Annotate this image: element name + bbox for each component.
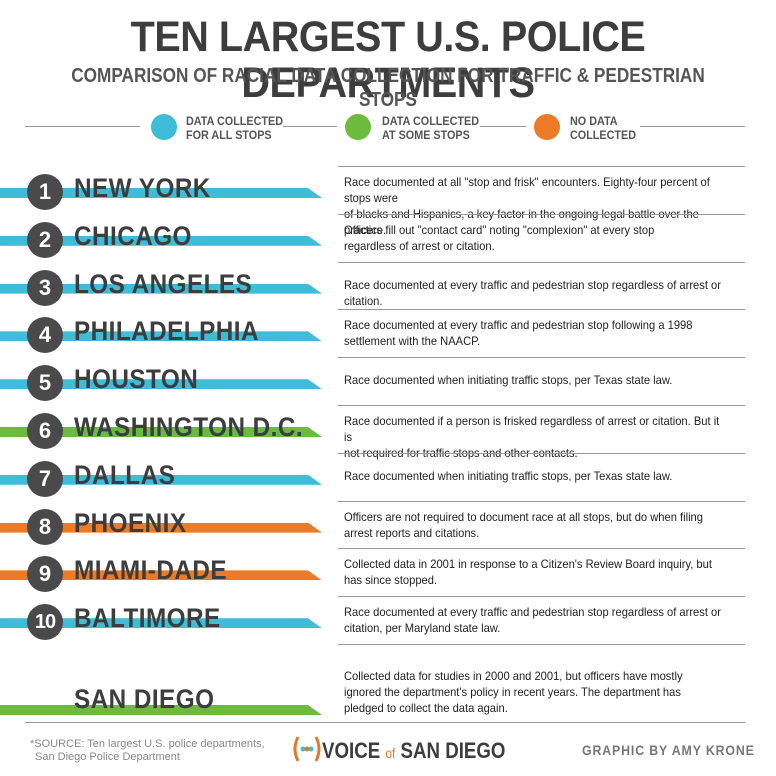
row-divider	[338, 357, 745, 359]
description-line: Officers fill out "contact card" noting …	[344, 222, 655, 237]
department-description: Race documented if a person is frisked r…	[344, 413, 725, 461]
legend-swatch-all	[151, 114, 177, 140]
rank-badge: 3	[27, 269, 63, 306]
description-line: pledged to collect the data again.	[344, 701, 508, 715]
description-line: Collected data in 2001 in response to a …	[344, 557, 712, 572]
description-line: Race documented when initiating traffic …	[344, 373, 673, 388]
city-name: HOUSTON	[74, 364, 199, 395]
row-divider	[338, 213, 745, 215]
city-name: PHILADELPHIA	[74, 316, 259, 347]
city-name: NEW YORK	[74, 173, 211, 203]
category-stripe	[0, 235, 322, 246]
category-stripe	[0, 618, 322, 629]
row-divider	[338, 452, 745, 454]
city-name: CHICAGO	[74, 220, 192, 251]
category-stripe	[0, 474, 322, 485]
source-line: *SOURCE: Ten largest U.S. police departm…	[30, 738, 265, 750]
department-description: Race documented at every traffic and ped…	[344, 317, 725, 349]
row-divider	[338, 309, 745, 311]
city-name: BALTIMORE	[74, 603, 221, 634]
graphic-credit: GRAPHIC BY AMY KRONE	[582, 742, 755, 758]
legend-label-all-line2: FOR ALL STOPS	[186, 128, 272, 142]
legend-label-none: NO DATA COLLECTED	[570, 114, 636, 142]
description-line: settlement with the NAACP.	[344, 334, 481, 349]
rank-badge: 2	[27, 221, 63, 258]
legend-label-all: DATA COLLECTED FOR ALL STOPS	[186, 114, 283, 142]
city-name: LOS ANGELES	[74, 268, 253, 299]
category-stripe	[0, 283, 322, 294]
publisher-name-part: VOICE	[322, 738, 386, 763]
description-line: Race documented when initiating traffic …	[344, 468, 673, 483]
legend-divider	[283, 126, 337, 127]
footer-divider	[25, 722, 745, 723]
rank-badge: 4	[27, 317, 63, 354]
legend-divider	[640, 126, 745, 127]
rank-badge: 10	[27, 604, 63, 641]
legend-divider	[480, 126, 526, 127]
publisher-name-part: SAN DIEGO	[395, 738, 506, 763]
rank-badge: 7	[27, 460, 63, 497]
rank-badge: 5	[27, 365, 63, 402]
description-line: Race documented at every traffic and ped…	[344, 277, 721, 308]
row-divider	[338, 166, 745, 167]
category-stripe	[0, 705, 322, 715]
city-name: PHOENIX	[74, 507, 187, 538]
legend-label-some-line1: DATA COLLECTED	[382, 114, 479, 128]
legend-divider	[25, 126, 140, 127]
legend-swatch-some	[345, 114, 371, 140]
voice-of-san-diego-logo-icon	[293, 736, 321, 762]
description-line: citation, per Maryland state law.	[344, 621, 501, 636]
department-description: Race documented at every traffic and ped…	[344, 604, 725, 636]
rank-badge: 9	[27, 556, 63, 593]
source-note: *SOURCE: Ten largest U.S. police departm…	[30, 738, 265, 764]
rank-badge: 1	[27, 174, 63, 210]
publisher-name: VOICE of SAN DIEGO	[322, 738, 505, 764]
legend-label-some: DATA COLLECTED AT SOME STOPS	[382, 114, 479, 142]
rank-badge: 6	[27, 413, 63, 449]
department-description: Officers are not required to document ra…	[344, 509, 725, 541]
row-divider	[338, 261, 745, 263]
description-line: Race documented at every traffic and ped…	[344, 605, 721, 620]
legend-label-none-line2: COLLECTED	[570, 128, 637, 142]
category-stripe	[0, 331, 322, 342]
legend-label-all-line1: DATA COLLECTED	[186, 114, 283, 128]
department-description: Collected data for studies in 2000 and 2…	[344, 668, 725, 716]
description-line: has since stopped.	[344, 573, 438, 588]
category-stripe	[0, 379, 322, 390]
row-divider	[338, 548, 745, 550]
city-name: DALLAS	[74, 459, 176, 490]
row-divider	[338, 405, 745, 406]
category-stripe	[0, 522, 322, 533]
source-line: San Diego Police Department	[35, 751, 180, 763]
legend-swatch-none	[534, 114, 560, 140]
legend-label-some-line2: AT SOME STOPS	[382, 128, 470, 142]
rank-badge: 8	[27, 508, 63, 545]
page-title: TEN LARGEST U.S. POLICE DEPARTMENTS	[130, 13, 646, 107]
page-subtitle: COMPARISON OF RACIAL DATA COLLECTION FOR…	[71, 65, 705, 111]
description-line: Race documented at every traffic and ped…	[344, 318, 693, 333]
department-description: Race documented at every traffic and ped…	[344, 277, 725, 309]
department-description: Officers fill out "contact card" noting …	[344, 222, 725, 254]
category-stripe	[0, 427, 322, 437]
description-line: Collected data for studies in 2000 and 2…	[344, 669, 683, 683]
row-divider	[338, 500, 745, 502]
publisher-name-of: of	[385, 745, 396, 761]
description-line: arrest reports and citations.	[344, 525, 480, 540]
category-stripe	[0, 188, 322, 198]
legend-label-none-line1: NO DATA	[570, 114, 618, 128]
description-line: Race documented if a person is frisked r…	[344, 414, 720, 444]
row-divider	[338, 596, 745, 598]
city-name: SAN DIEGO	[74, 684, 215, 714]
category-stripe	[0, 570, 322, 581]
department-description: Race documented when initiating traffic …	[344, 468, 725, 484]
city-name: MIAMI-DADE	[74, 555, 227, 586]
description-line: Race documented at all "stop and frisk" …	[344, 175, 710, 205]
city-name: WASHINGTON D.C.	[74, 412, 304, 442]
description-line: ignored the department's policy in recen…	[344, 685, 681, 699]
description-line: regardless of arrest or citation.	[344, 238, 495, 253]
description-line: Officers are not required to document ra…	[344, 509, 703, 524]
department-description: Collected data in 2001 in response to a …	[344, 556, 725, 588]
row-divider	[338, 644, 745, 645]
department-description: Race documented when initiating traffic …	[344, 372, 725, 388]
